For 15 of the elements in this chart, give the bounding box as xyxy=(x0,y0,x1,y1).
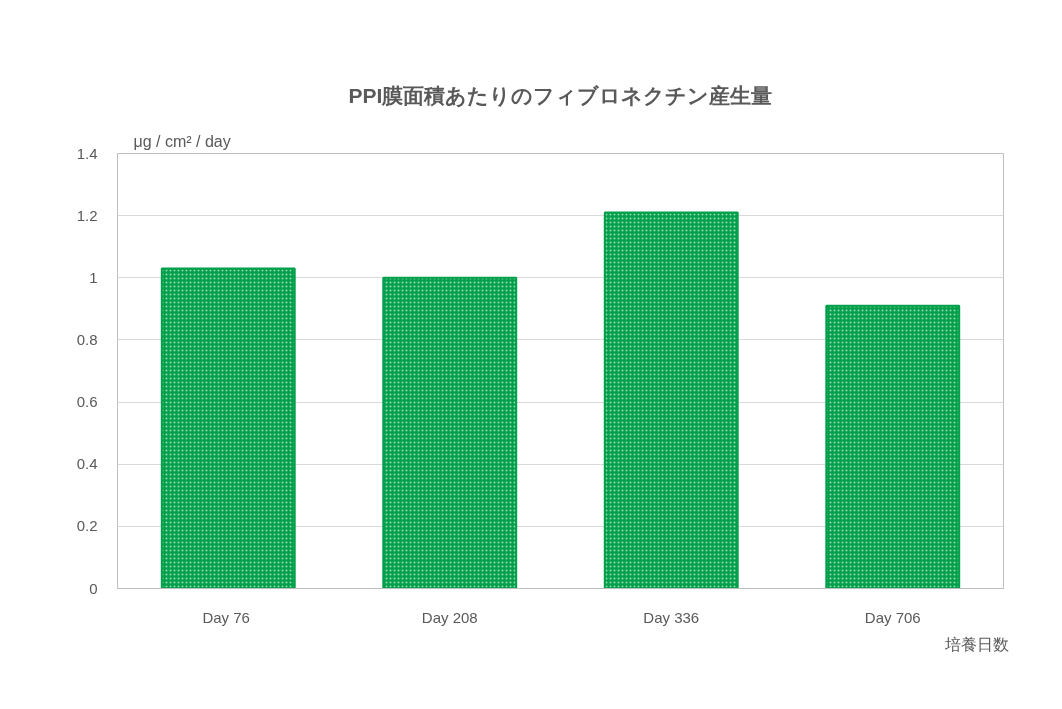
x-tick-label: Day 208 xyxy=(421,608,478,626)
chart-title: PPI膜面積あたりのフィブロネクチン産生量 xyxy=(348,83,773,108)
x-tick-label: Day 706 xyxy=(864,608,921,626)
x-tick-label: Day 336 xyxy=(643,608,700,626)
y-tick-label: 1.2 xyxy=(76,206,98,224)
y-axis-title: μg / cm² / day xyxy=(133,132,231,150)
y-tick-label: 0 xyxy=(89,579,98,597)
y-tick-label: 0.4 xyxy=(76,455,98,473)
y-tick-label: 1 xyxy=(89,268,98,286)
x-axis-title: 培養日数 xyxy=(943,635,1009,653)
y-tick-label: 1.4 xyxy=(76,144,98,162)
x-tick-label: Day 76 xyxy=(202,608,250,626)
y-tick-label: 0.8 xyxy=(76,330,98,348)
y-tick-label: 0.2 xyxy=(76,517,98,535)
y-tick-label: 0.6 xyxy=(76,393,98,411)
